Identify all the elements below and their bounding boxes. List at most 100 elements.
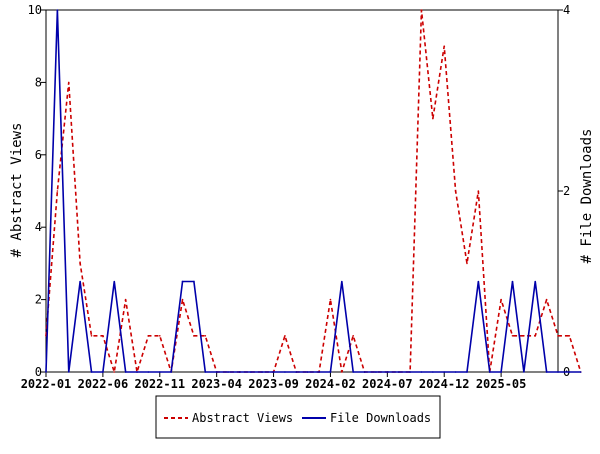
data-point-file-downloads (170, 371, 172, 373)
data-point-file-downloads (90, 371, 93, 373)
data-point-file-downloads (295, 371, 298, 373)
data-point-file-downloads (193, 280, 195, 283)
data-point-file-downloads (443, 371, 446, 373)
data-point-abstract-views (545, 298, 548, 301)
data-point-file-downloads (341, 280, 343, 283)
y-right-tick-label: 4 (563, 3, 570, 17)
data-point-file-downloads (124, 371, 127, 373)
x-tick-label: 2022-06 (78, 377, 129, 391)
data-point-file-downloads (329, 371, 332, 373)
data-point-abstract-views (284, 335, 286, 337)
data-point-file-downloads (113, 280, 116, 283)
data-point-file-downloads (534, 280, 537, 283)
data-point-file-downloads (454, 371, 457, 373)
x-tick-label: 2023-09 (248, 377, 299, 391)
x-tick-label: 2022-11 (134, 377, 185, 391)
data-point-abstract-views (523, 335, 525, 337)
x-tick-label: 2024-12 (419, 377, 470, 391)
data-point-file-downloads (523, 371, 525, 373)
y-left-tick-label: 8 (35, 75, 42, 89)
x-tick-label: 2025-05 (476, 377, 527, 391)
data-point-file-downloads (204, 371, 207, 373)
data-point-file-downloads (545, 371, 548, 373)
data-point-file-downloads (568, 371, 571, 373)
data-point-abstract-views (158, 335, 161, 337)
data-point-file-downloads (432, 371, 434, 373)
data-point-file-downloads (318, 371, 320, 373)
data-point-file-downloads (363, 371, 366, 373)
data-point-abstract-views (477, 190, 480, 192)
y-axis-right-label: # File Downloads (579, 129, 595, 264)
y-left-tick-label: 0 (35, 365, 42, 379)
data-point-file-downloads (102, 371, 104, 373)
data-point-abstract-views (79, 262, 81, 265)
legend-label-file-downloads: File Downloads (330, 411, 431, 425)
y-left-tick-label: 4 (35, 220, 42, 234)
y-right-tick-label: 2 (563, 184, 570, 198)
data-point-file-downloads (557, 371, 559, 373)
data-point-file-downloads (352, 371, 355, 373)
data-point-file-downloads (284, 371, 286, 373)
x-tick-label: 2024-07 (362, 377, 413, 391)
data-point-file-downloads (147, 371, 150, 373)
data-point-abstract-views (511, 335, 514, 337)
data-point-file-downloads (181, 280, 184, 283)
data-point-abstract-views (102, 335, 104, 337)
data-point-file-downloads (488, 371, 491, 373)
data-point-file-downloads (409, 371, 411, 373)
data-point-abstract-views (557, 335, 559, 337)
data-point-file-downloads (375, 371, 377, 373)
data-point-abstract-views (90, 335, 93, 337)
series-line-file-downloads (45, 9, 581, 373)
data-point-abstract-views (420, 9, 423, 11)
data-point-abstract-views (147, 335, 150, 337)
data-point-file-downloads (215, 371, 218, 373)
data-point-abstract-views (432, 117, 434, 120)
data-point-file-downloads (227, 371, 229, 373)
data-point-file-downloads (386, 371, 389, 373)
data-point-file-downloads (306, 371, 309, 373)
x-tick-label: 2022-01 (21, 377, 72, 391)
data-point-abstract-views (329, 298, 332, 301)
data-point-abstract-views (56, 190, 59, 192)
legend-label-abstract-views: Abstract Views (192, 411, 293, 425)
data-point-file-downloads (466, 371, 468, 373)
data-point-file-downloads (79, 280, 81, 283)
plot-frame (45, 9, 559, 373)
data-point-abstract-views (193, 335, 195, 337)
data-point-file-downloads (261, 371, 263, 373)
series-line-abstract-views (45, 9, 582, 373)
data-point-abstract-views (568, 335, 571, 337)
data-point-abstract-views (454, 190, 457, 192)
x-tick-label: 2023-04 (191, 377, 242, 391)
data-point-file-downloads (45, 371, 47, 373)
data-point-abstract-views (67, 81, 70, 84)
data-point-abstract-views (443, 45, 446, 47)
data-point-file-downloads (500, 371, 502, 373)
data-point-abstract-views (341, 371, 343, 373)
data-point-abstract-views (181, 298, 184, 301)
data-point-file-downloads (136, 371, 138, 373)
data-point-abstract-views (113, 371, 116, 373)
data-point-abstract-views (534, 335, 537, 337)
data-point-file-downloads (477, 280, 480, 283)
y-axis-left-label: # Abstract Views (9, 123, 25, 258)
data-point-file-downloads (67, 371, 70, 373)
data-point-file-downloads (511, 280, 514, 283)
y-left-tick-label: 10 (28, 3, 42, 17)
data-point-file-downloads (397, 371, 400, 373)
data-point-abstract-views (124, 298, 127, 301)
y-left-tick-label: 2 (35, 293, 42, 307)
data-point-file-downloads (272, 371, 275, 373)
data-point-file-downloads (238, 371, 241, 373)
legend-box (155, 395, 441, 439)
data-point-abstract-views (500, 298, 502, 301)
data-point-file-downloads (250, 371, 252, 373)
data-point-file-downloads (579, 371, 582, 373)
x-tick-label: 2024-02 (305, 377, 356, 391)
data-point-abstract-views (466, 262, 468, 265)
y-left-tick-label: 6 (35, 148, 42, 162)
data-point-abstract-views (204, 335, 207, 337)
